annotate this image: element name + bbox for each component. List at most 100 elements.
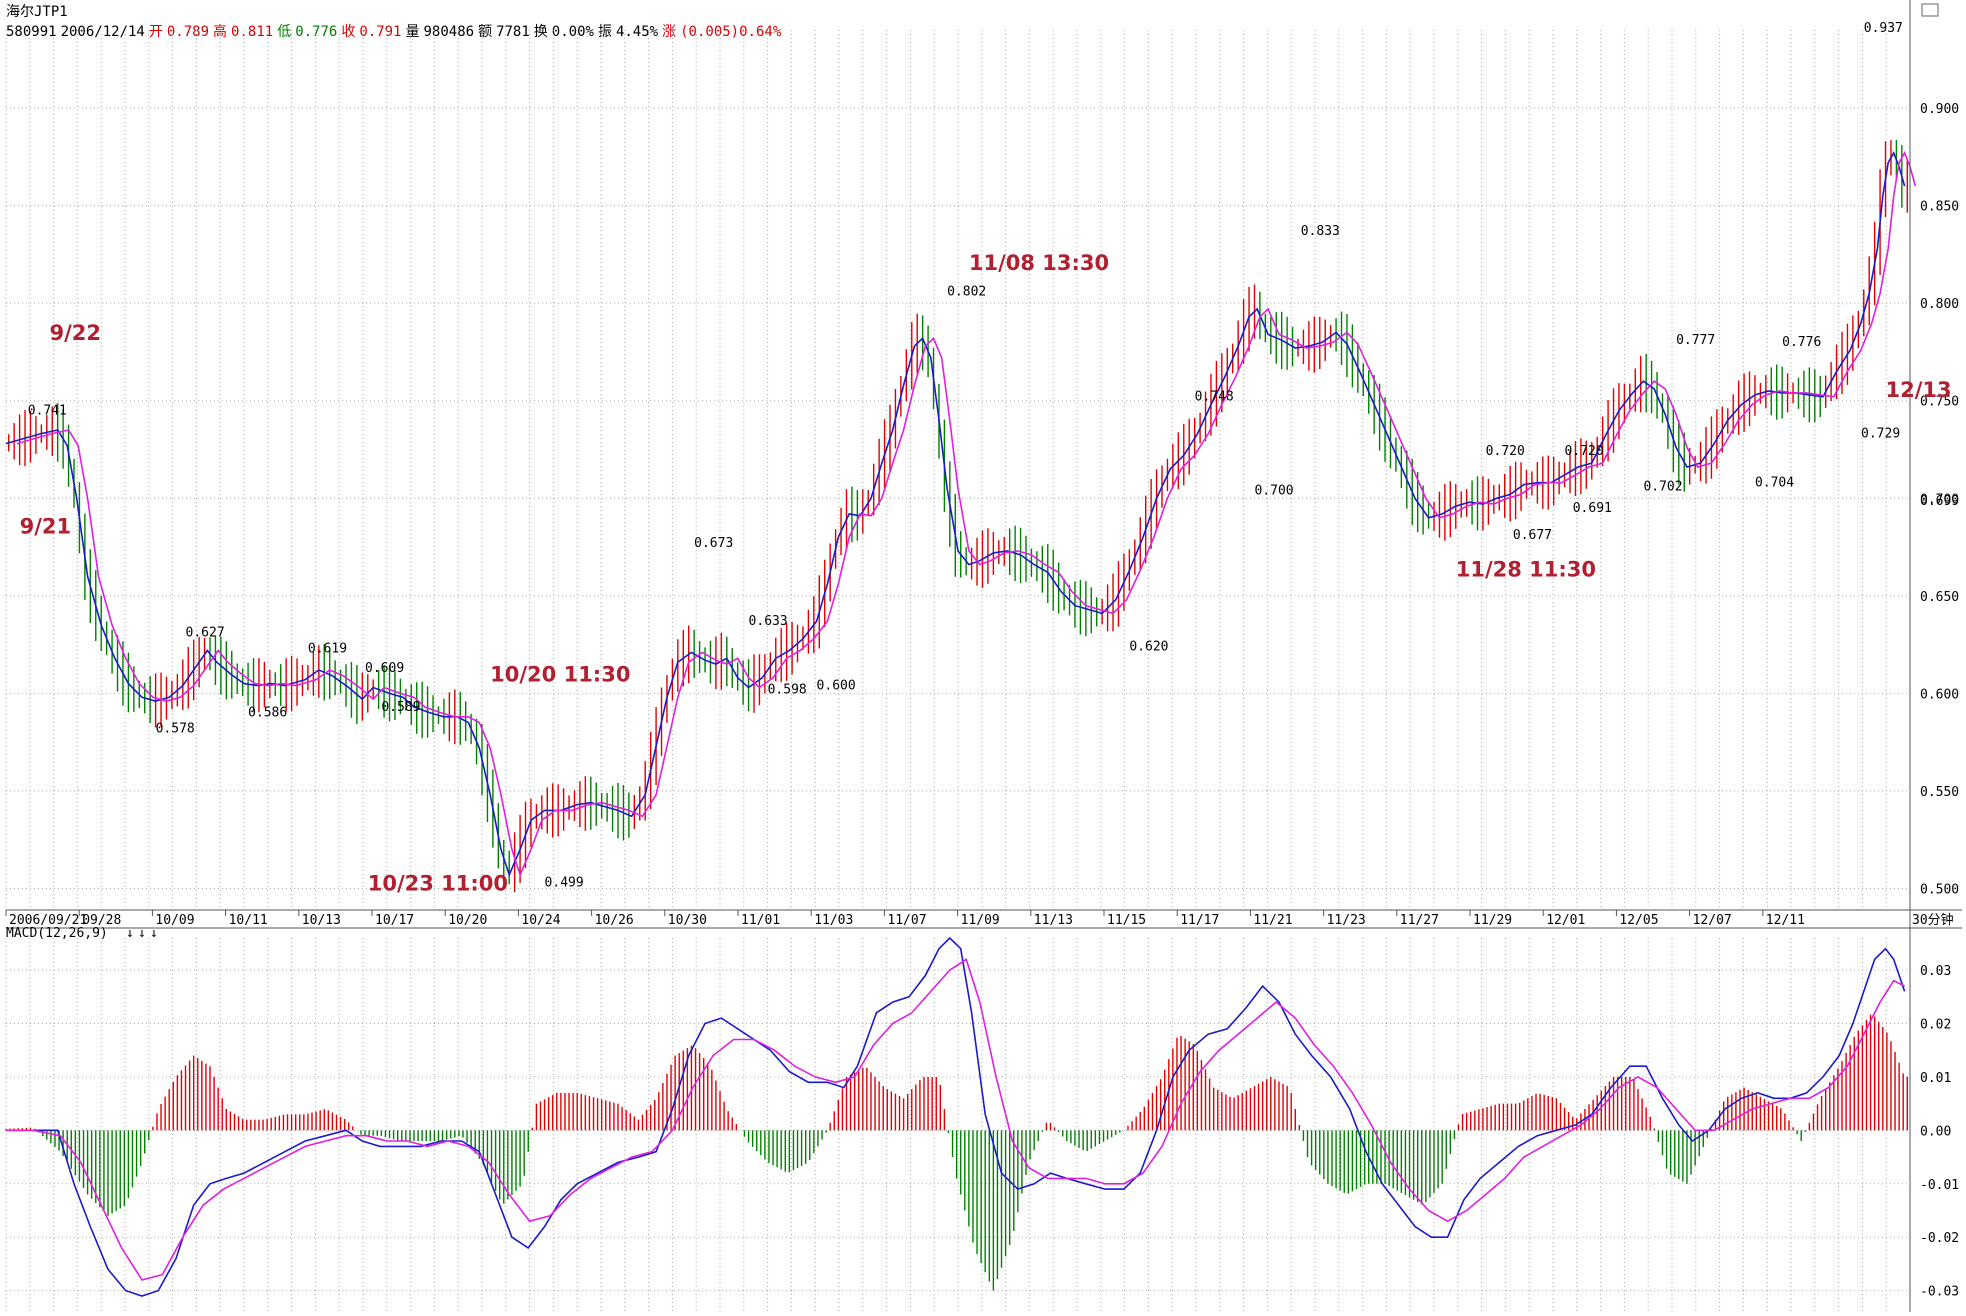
price-label: 0.741	[28, 403, 67, 418]
price-label: 0.720	[1565, 444, 1604, 459]
x-tick-label: 11/07	[887, 913, 926, 928]
x-tick-label: 11/23	[1327, 913, 1366, 928]
macd-indicator-arrow: ↓	[150, 926, 158, 941]
price-label: 0.633	[749, 614, 788, 629]
x-tick-label: 11/13	[1034, 913, 1073, 928]
x-tick-label: 10/26	[595, 913, 634, 928]
price-label: 0.619	[308, 641, 347, 656]
x-tick-label: 11/29	[1473, 913, 1512, 928]
macd-title: MACD(12,26,9)	[6, 926, 108, 941]
annotation-label: 9/21	[20, 514, 72, 538]
y-tick-label: 0.600	[1920, 687, 1959, 702]
macd-indicator-arrow: ↓	[126, 926, 134, 941]
change-value: (0.005)0.64%	[680, 24, 782, 40]
price-label: 0.833	[1301, 224, 1340, 239]
x-tick-label: 10/17	[375, 913, 414, 928]
high-value: 0.811	[231, 24, 274, 40]
price-label: 0.704	[1755, 475, 1794, 490]
quote-header: 海尔JTP1 580991 2006/12/14 开 0.789 高 0.811 低 0.77…	[6, 2, 785, 42]
low-value: 0.776	[295, 24, 338, 40]
price-label: 0.598	[768, 682, 807, 697]
price-label: 0.677	[1513, 528, 1552, 543]
y-tick-label: 0.650	[1920, 590, 1959, 605]
open-label: 开	[148, 24, 163, 40]
y-tick-label: 0.500	[1920, 882, 1959, 897]
turnover-label: 换	[533, 24, 548, 40]
x-tick-label: 11/01	[741, 913, 780, 928]
x-tick-label: 10/13	[302, 913, 341, 928]
x-tick-label: 11/03	[814, 913, 853, 928]
annotation-label: 10/20 11:30	[490, 663, 630, 687]
annotation-label: 12/13	[1886, 378, 1952, 402]
turnover-value: 0.00%	[551, 24, 594, 40]
instrument-code: 580991	[6, 24, 57, 40]
open-value: 0.789	[166, 24, 210, 40]
price-label: 0.627	[186, 626, 225, 641]
macd-dea-line	[6, 958, 1905, 1281]
macd-y-tick-label: -0.02	[1920, 1231, 1959, 1246]
high-label: 高	[213, 24, 228, 40]
quote-line: 580991 2006/12/14 开 0.789 高 0.811 低 0.776 收 0.791…	[6, 22, 785, 42]
annotation-label: 9/22	[50, 321, 102, 345]
y-tick-label: 0.700	[1920, 492, 1959, 507]
close-label: 收	[341, 24, 356, 40]
grid	[5, 30, 1911, 1312]
macd-y-tick-label: 0.02	[1920, 1017, 1951, 1032]
x-tick-label: 11/15	[1107, 913, 1146, 928]
x-tick-label: 11/27	[1400, 913, 1439, 928]
macd-dif-line	[6, 936, 1906, 1297]
x-tick-label: 12/05	[1619, 913, 1658, 928]
change-label: 涨	[662, 24, 677, 40]
price-label: 0.600	[817, 678, 856, 693]
amount-label: 额	[478, 24, 493, 40]
annotation-label: 11/08 13:30	[969, 251, 1109, 275]
close-value: 0.791	[359, 24, 402, 40]
x-tick-label: 11/09	[961, 913, 1000, 928]
price-label: 0.609	[365, 661, 404, 676]
macd-y-tick-label: 0.00	[1920, 1124, 1951, 1139]
annotation-label: 10/23 11:00	[368, 871, 508, 895]
window-icon	[1921, 3, 1939, 17]
amount-value: 7781	[496, 24, 530, 40]
x-tick-label: 10/11	[229, 913, 268, 928]
price-label: 0.729	[1861, 427, 1900, 442]
amplitude-label: 振	[597, 24, 612, 40]
y-tick-label: 0.800	[1920, 297, 1959, 312]
volume-value: 980486	[423, 24, 475, 40]
x-tick-label: 11/17	[1180, 913, 1219, 928]
x-tick-label: 2006/09/21	[9, 913, 87, 928]
x-tick-label: 12/01	[1546, 913, 1585, 928]
y-tick-label: 0.550	[1920, 785, 1959, 800]
macd-y-tick-label: -0.03	[1920, 1285, 1959, 1300]
amplitude-value: 4.45%	[615, 24, 659, 40]
y-tick-label: 0.850	[1920, 200, 1959, 215]
macd-y-tick-label: 0.01	[1920, 1071, 1951, 1086]
axes: 0.900 0.850 0.800 0.750 0.700 0.650 0.600 0.550…	[5, 0, 1962, 1312]
price-pane	[5, 140, 1917, 893]
period-label: 30分钟	[1912, 912, 1954, 928]
x-tick-label: 12/07	[1693, 913, 1732, 928]
macd-pane	[5, 936, 1908, 1297]
ma-slow-line	[16, 151, 1917, 878]
price-label: 0.700	[1254, 483, 1293, 498]
ma-fast-line	[5, 151, 1906, 878]
price-label: 0.720	[1486, 444, 1525, 459]
volume-label: 量	[405, 24, 420, 40]
x-tick-label: 10/24	[521, 913, 560, 928]
y-tick-label: 0.900	[1920, 102, 1959, 117]
price-label: 0.578	[156, 721, 195, 736]
x-tick-label: 10/20	[448, 913, 487, 928]
macd-y-tick-label: 0.03	[1920, 964, 1951, 979]
low-label: 低	[277, 24, 292, 40]
labels: 0.741 0.627 0.578 0.586 0.619 0.609 0.589 0.499…	[20, 21, 1952, 896]
price-label: 0.589	[381, 700, 420, 715]
price-label: 0.702	[1643, 479, 1682, 494]
x-tick-label: 11/21	[1253, 913, 1292, 928]
price-label: 0.777	[1676, 333, 1715, 348]
x-tick-label: 09/28	[82, 913, 121, 928]
price-label: 0.748	[1195, 390, 1234, 405]
price-label: 0.776	[1782, 335, 1821, 350]
macd-indicator-arrow: ↓	[138, 926, 146, 941]
price-label: 0.620	[1129, 639, 1168, 654]
instrument-title: 海尔JTP1	[6, 4, 68, 20]
